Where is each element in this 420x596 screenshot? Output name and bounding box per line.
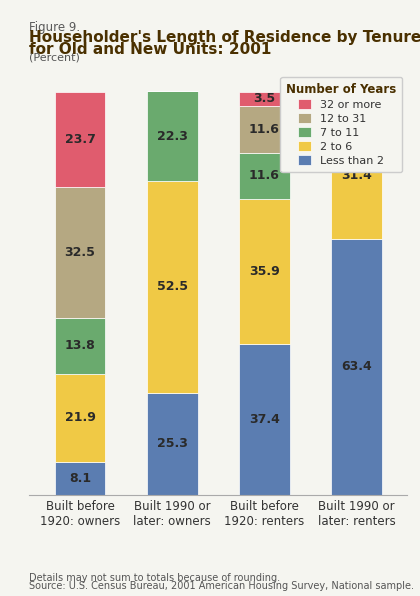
Bar (147, 91, 198, 181)
Bar (147, 393, 198, 495)
Text: 21.9: 21.9 (65, 411, 95, 424)
Text: 11.6: 11.6 (249, 123, 280, 136)
Text: 22.3: 22.3 (157, 130, 188, 142)
Text: 52.5: 52.5 (157, 281, 188, 293)
Text: 37.4: 37.4 (249, 413, 280, 426)
Bar (55, 374, 105, 462)
Bar (331, 239, 382, 495)
Text: 11.6: 11.6 (249, 169, 280, 182)
Bar (239, 92, 290, 105)
Bar (147, 181, 198, 393)
Bar (331, 113, 382, 239)
Bar (239, 344, 290, 495)
Bar (55, 318, 105, 374)
Text: for Old and New Units: 2001: for Old and New Units: 2001 (29, 42, 272, 57)
Text: 25.3: 25.3 (157, 437, 188, 450)
Text: 8.1: 8.1 (69, 472, 91, 485)
Text: Householder's Length of Residence by Tenure: Householder's Length of Residence by Ten… (29, 30, 420, 45)
Bar (239, 153, 290, 199)
Bar (55, 187, 105, 318)
Text: 13.8: 13.8 (65, 340, 95, 352)
Bar (55, 462, 105, 495)
Text: 23.7: 23.7 (65, 133, 95, 146)
Text: Figure 9.: Figure 9. (29, 21, 81, 34)
Bar (239, 105, 290, 153)
Text: Details may not sum to totals because of rounding.: Details may not sum to totals because of… (29, 573, 281, 583)
Text: 5.2: 5.2 (346, 95, 368, 108)
Text: 35.9: 35.9 (249, 265, 280, 278)
Bar (331, 92, 382, 113)
Legend: 32 or more, 12 to 31, 7 to 11, 2 to 6, Less than 2: 32 or more, 12 to 31, 7 to 11, 2 to 6, L… (281, 77, 402, 172)
Bar (239, 199, 290, 344)
Text: (Percent): (Percent) (29, 52, 80, 63)
Text: 32.5: 32.5 (65, 246, 95, 259)
Text: 63.4: 63.4 (341, 361, 372, 374)
Text: 31.4: 31.4 (341, 169, 372, 182)
Text: Source: U.S. Census Bureau, 2001 American Housing Survey, National sample.: Source: U.S. Census Bureau, 2001 America… (29, 581, 415, 591)
Text: 3.5: 3.5 (253, 92, 276, 105)
Bar (55, 92, 105, 187)
